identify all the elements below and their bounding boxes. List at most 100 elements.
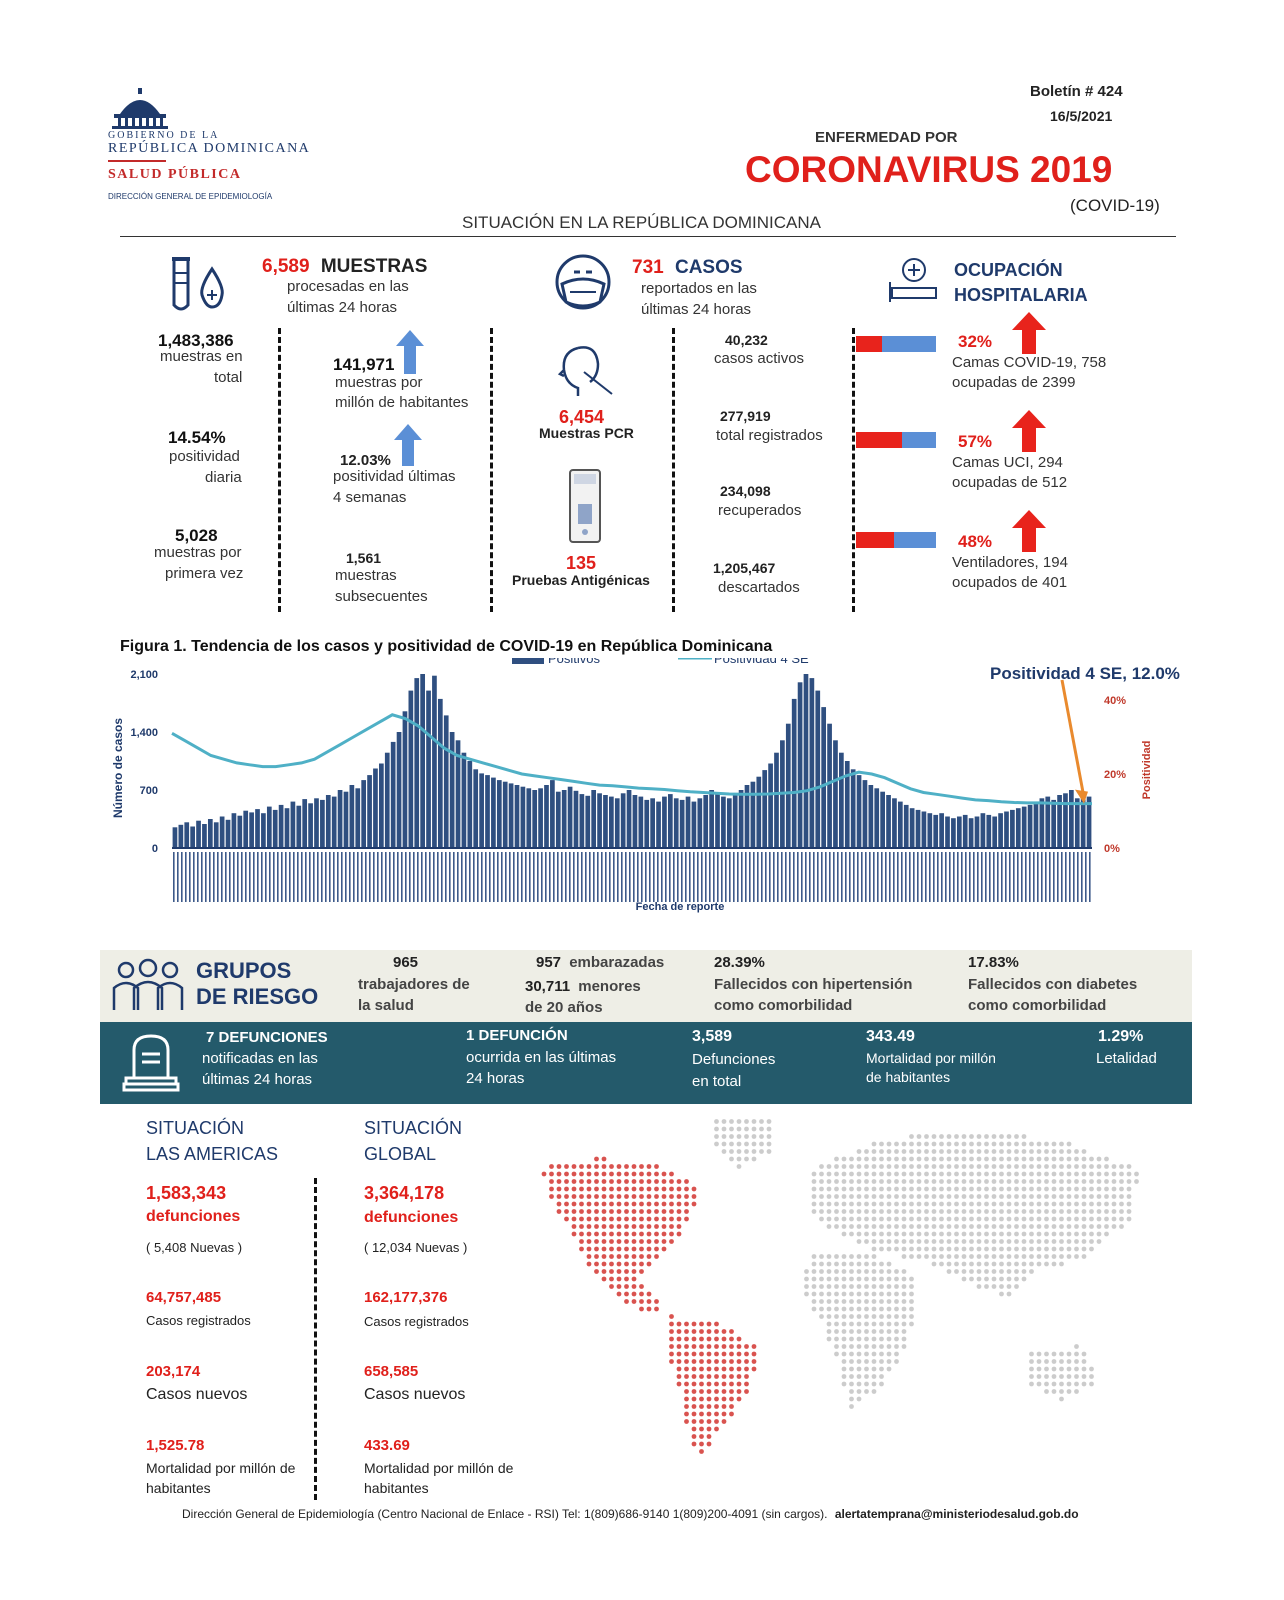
bar [762,770,768,848]
up-arrow-icon [396,330,424,374]
bar [897,801,903,848]
permillion-l2: millón de habitantes [335,394,469,411]
americas-mort-l2: habitantes [146,1480,211,1496]
global-mort-l2: habitantes [364,1480,429,1496]
bar [284,808,290,848]
ocupacion-title1: OCUPACIÓN [954,260,1063,280]
y-tick-label: 700 [140,785,158,797]
annotation-arrowhead [1075,789,1088,804]
pos-4w-l2: 4 semanas [333,489,407,506]
global-mort-l1: Mortalidad por millón de [364,1460,514,1476]
bar [308,803,313,848]
y-tick-label: 0 [152,843,158,855]
occupancy-pct: 57% [958,432,993,451]
bar [443,715,449,848]
bar [485,775,490,848]
letalidad-label: Letalidad [1096,1050,1157,1067]
bar [827,723,832,848]
legend-swatch-positivos [512,658,544,664]
y2-tick-label: 20% [1104,769,1126,781]
americas-mort-l1: Mortalidad por millón de [146,1460,296,1476]
global-casos-label: Casos registrados [364,1314,469,1329]
permillion-l1: muestras por [335,374,423,391]
bar [951,818,956,848]
occupancy-l2: ocupados de 401 [952,574,1068,591]
bar [715,793,720,848]
divider [278,328,281,612]
bar [903,804,909,848]
recup-value: 234,098 [720,483,771,499]
ministry-name: SALUD PÚBLICA [108,167,242,182]
bar [467,761,473,848]
bar [986,814,992,848]
salud-value: 965 [393,954,419,971]
americas-title1: SITUACIÓN [146,1118,245,1138]
bar [449,732,455,848]
divider [852,328,855,612]
bar [379,763,384,848]
muestras-total-l2: total [214,369,243,386]
masked-face-icon [555,254,611,310]
bar [927,813,933,848]
bar [178,824,184,848]
bar [1080,795,1086,848]
bar [473,769,479,848]
menores-value: 30,711 [525,978,571,995]
bar [396,732,402,848]
bar [1021,806,1027,848]
bar [343,791,349,848]
bar [373,768,378,848]
bar [520,786,526,848]
gov-line1: GOBIERNO DE LA [108,130,220,141]
pos-daily-value: 14.54% [168,428,226,447]
d24-title: 7 DEFUNCIONES [206,1029,328,1046]
bar [249,812,254,848]
total-label: total registrados [716,427,823,444]
bar [296,805,302,848]
bar [437,698,443,848]
occupancy-fill [856,432,902,448]
pos-4w-value: 12.03% [340,452,391,469]
situation-heading: SITUACIÓN EN LA REPÚBLICA DOMINICANA [462,213,821,232]
bar [496,780,502,848]
bar [703,795,709,848]
direction-name: DIRECCIÓN GENERAL DE EPIDEMIOLOGÍA [108,192,273,201]
bar [461,752,467,848]
menores-l1: menores [578,978,641,995]
bar [526,788,532,848]
bar [190,826,195,848]
bar [213,822,219,848]
legend-positivos: Positivos [548,658,601,666]
footer-email[interactable]: alertatemprana@ministeriodesalud.gob.do [834,1507,1079,1521]
bar [573,790,579,848]
bar [426,690,431,848]
occupancy-bar [856,336,936,352]
bar [744,785,750,848]
bar [915,809,921,848]
bar [544,785,549,848]
bar [491,777,496,848]
bulletin-number: Boletín # 424 [1030,83,1123,100]
antigen-test-icon [569,469,601,543]
bar [508,783,514,848]
antigen-value: 135 [566,553,597,573]
hiper-l1: Fallecidos con hipertensión [714,976,913,993]
bar [1004,811,1009,848]
menores-l2: de 20 años [525,999,603,1016]
occupancy-l2: ocupadas de 2399 [952,374,1076,391]
bar [632,795,638,848]
bar [255,809,260,848]
bar [980,813,986,848]
bar [591,790,597,848]
muestras-total-value: 1,483,386 [158,331,234,350]
footer-text: Dirección General de Epidemiología (Cent… [182,1507,828,1521]
activos-value: 40,232 [725,332,768,348]
bar [667,794,673,848]
bar [207,819,213,848]
bar [414,678,420,848]
bar [803,674,809,848]
bar [839,752,844,848]
americas-nuevos-label: Casos nuevos [146,1386,248,1403]
bar [1069,790,1074,848]
x-axis-label: Fecha de reporte [636,901,725,913]
